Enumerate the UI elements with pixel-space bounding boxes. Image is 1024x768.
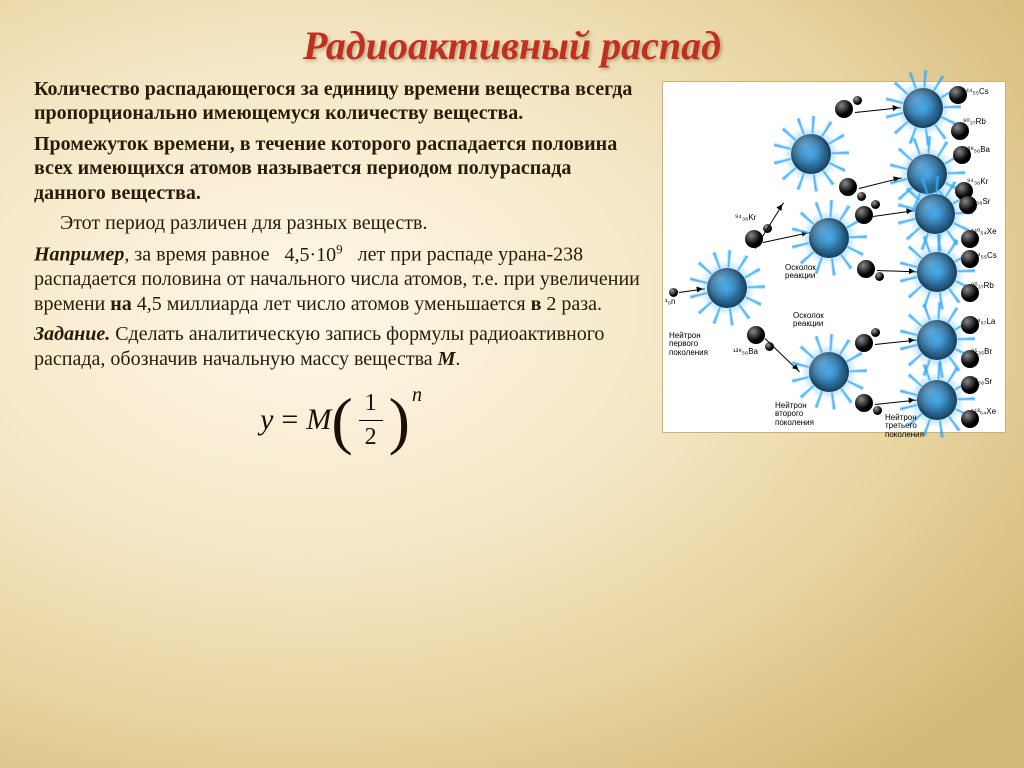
fragment-node [835,100,853,118]
fragment-node [959,196,977,214]
para4-d: 2 раза. [541,293,602,315]
page-title: Радиоактивный распад [0,0,1024,77]
fission-node [917,320,957,360]
fragment-node [949,86,967,104]
para-1: Количество распадающегося за единицу вре… [34,77,648,126]
para4-na: на [110,293,132,315]
para5-body: Сделать аналитическую запись формулы рад… [34,323,604,369]
fission-diagram: ¹₀n ⁹⁴₃₆Kr ¹³⁹₅₆Ba Нейтрон первого покол… [662,81,1006,433]
fraction-group: ( 1 2 ) n [331,389,422,453]
label-neutron3: Нейтрон третьего поколения [885,414,947,439]
equals-sign: = [281,402,298,439]
label-frag2: Осколок реакции [793,312,841,329]
para4-c: 4,5 миллиарда лет число атомов уменьшает… [132,293,531,315]
particle-icon [857,192,866,201]
para5-end: . [455,348,460,370]
right-paren: ) [389,392,410,450]
arrow-icon [755,202,784,248]
particle-icon [871,328,880,337]
fragment-node [855,394,873,412]
fragment-node [961,350,979,368]
formula-exp: n [412,383,422,407]
frac-num: 1 [359,389,383,421]
fission-node [707,268,747,308]
fission-node [809,352,849,392]
fission-node [915,194,955,234]
particle-icon [871,200,880,209]
fragment-node [953,146,971,164]
fraction: 1 2 [353,389,389,453]
fission-node [791,134,831,174]
para-4: Например, за время равное 4,5·109 лет пр… [34,241,648,316]
label-ba139: ¹³⁹₅₆Ba [733,348,758,356]
particle-icon [853,96,862,105]
fragment-node [961,284,979,302]
frac-den: 2 [365,421,377,452]
fission-node [903,88,943,128]
formula-lhs: y [260,402,273,439]
formula-block: y = M ( 1 2 ) n [34,389,648,453]
para5-var: М [438,348,456,370]
fragment-node [855,206,873,224]
para4-math: 4,5·109 [285,244,343,266]
para-3: Этот период различен для разных веществ. [60,211,648,235]
fragment-node [747,326,765,344]
text-column: Количество распадающегося за единицу вре… [34,77,648,452]
fragment-node [961,250,979,268]
label-frag: Осколок реакции [785,264,833,281]
content-row: Количество распадающегося за единицу вре… [0,77,1024,452]
para4-v: в [531,293,542,315]
fragment-node [961,376,979,394]
neutron-icon [669,288,678,297]
fragment-node [951,122,969,140]
particle-icon [875,272,884,281]
fragment-node [839,178,857,196]
particle-icon [873,406,882,415]
para4-lead: Например [34,244,124,266]
math-exp: 9 [336,241,343,256]
label-neutron2: Нейтрон второго поколения [775,402,837,427]
fission-node [917,252,957,292]
label-kr94: ⁹⁴₃₆Kr [735,214,756,222]
para4-a: , за время равное [124,244,269,266]
fragment-node [961,316,979,334]
fragment-node [961,230,979,248]
para-2: Промежуток времени, в течение которого р… [34,132,648,205]
para-5: Задание. Сделать аналитическую запись фо… [34,322,648,371]
fragment-node [855,334,873,352]
para5-lead: Задание. [34,323,110,345]
fragment-node [961,410,979,428]
fragment-node [857,260,875,278]
formula: y = M ( 1 2 ) n [260,389,422,453]
math-base: 4,5·10 [285,244,337,266]
fission-node [809,218,849,258]
formula-coef: M [306,402,331,439]
label-n0: ¹₀n [665,298,675,306]
label-neutron1: Нейтрон первого поколения [669,332,731,357]
left-paren: ( [331,392,352,450]
